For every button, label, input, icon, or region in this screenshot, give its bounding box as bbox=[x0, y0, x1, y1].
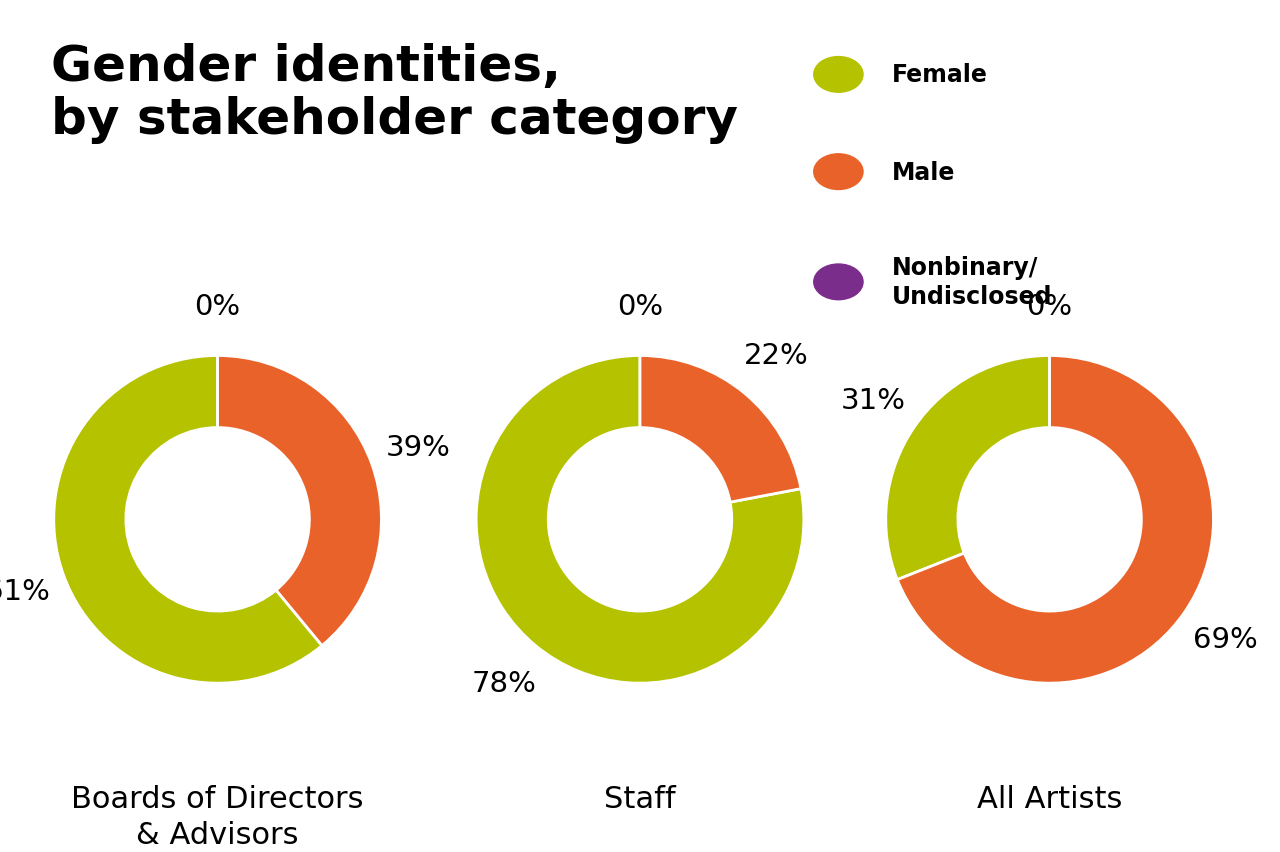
Text: 69%: 69% bbox=[1193, 625, 1258, 653]
Text: Female: Female bbox=[892, 63, 988, 87]
Wedge shape bbox=[640, 356, 801, 503]
Circle shape bbox=[814, 58, 863, 93]
Text: Gender identities,
by stakeholder category: Gender identities, by stakeholder catego… bbox=[51, 43, 739, 144]
Text: 0%: 0% bbox=[1027, 293, 1073, 321]
Text: 78%: 78% bbox=[472, 670, 536, 698]
Text: 0%: 0% bbox=[195, 293, 241, 321]
Text: Staff: Staff bbox=[604, 784, 676, 813]
Wedge shape bbox=[897, 356, 1213, 683]
Text: Male: Male bbox=[892, 160, 956, 184]
Wedge shape bbox=[218, 356, 381, 646]
Text: Nonbinary/
Undisclosed: Nonbinary/ Undisclosed bbox=[892, 256, 1052, 309]
Text: 22%: 22% bbox=[744, 342, 808, 370]
Text: 0%: 0% bbox=[617, 293, 663, 321]
Text: Boards of Directors
& Advisors: Boards of Directors & Advisors bbox=[72, 784, 364, 849]
Circle shape bbox=[814, 265, 863, 301]
Text: 31%: 31% bbox=[841, 386, 906, 414]
Text: 61%: 61% bbox=[0, 578, 50, 606]
Circle shape bbox=[814, 155, 863, 190]
Wedge shape bbox=[54, 356, 323, 683]
Text: All Artists: All Artists bbox=[977, 784, 1123, 813]
Text: 39%: 39% bbox=[385, 434, 451, 462]
Wedge shape bbox=[476, 356, 804, 683]
Wedge shape bbox=[886, 356, 1050, 580]
